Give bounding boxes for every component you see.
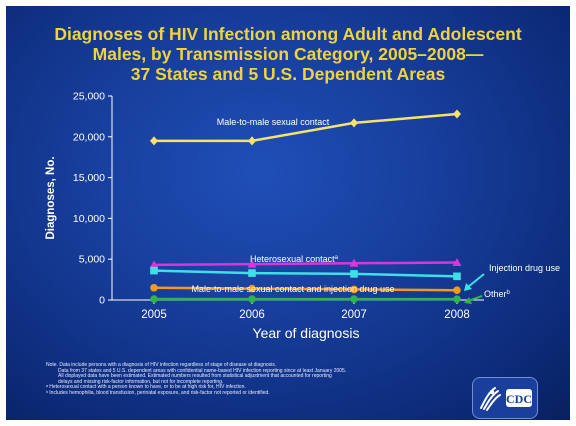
- hhs-eagle-icon: [480, 387, 501, 411]
- data-point-diamond: [248, 136, 256, 146]
- label-male-to-male-text: Male-to-male sexual contact: [217, 117, 330, 127]
- data-point-square: [248, 269, 256, 277]
- y-tick-label: 25,000: [73, 91, 105, 103]
- slide: Diagnoses of HIV Infection among Adult a…: [6, 6, 570, 420]
- x-tick-label: 2007: [341, 309, 367, 321]
- data-point-circle: [453, 286, 461, 295]
- y-tick-label: 5,000: [79, 254, 105, 266]
- idu-pointer-arrow: [467, 273, 485, 288]
- data-point-circle: [150, 295, 158, 303]
- series-injection-drug-use: [150, 266, 461, 281]
- footnote-note-3: All displayed data have been estimated. …: [58, 373, 332, 380]
- series-male-to-male-sexual-contact-and-injection-drug-use: [150, 283, 461, 295]
- data-point-square: [150, 266, 158, 275]
- series-male-to-male-sexual-contact: [150, 109, 461, 146]
- label-heterosexual-footnote-mark: a: [335, 255, 339, 261]
- series-other: [150, 295, 461, 303]
- y-tick-label: 15,000: [73, 172, 105, 184]
- x-tick-label: 2005: [141, 309, 167, 321]
- label-heterosexual: Heterosexual contacta: [250, 254, 339, 264]
- footnote-b: ᵇ Includes hemophilia, blood transfusion…: [46, 389, 270, 396]
- y-tick-label: 10,000: [73, 213, 105, 225]
- data-point-circle: [453, 295, 461, 303]
- title-line-1: Diagnoses of HIV Infection among Adult a…: [54, 24, 522, 44]
- footnote-note: Note. Data include persons with a diagno…: [46, 362, 277, 368]
- y-axis-label: Diagnoses, No.: [45, 156, 57, 239]
- data-point-triangle: [452, 257, 462, 266]
- line-chart: 0 5,000 10,000 15,000 20,000 25,000 2005 2006 20…: [45, 91, 560, 342]
- label-mtm-and-idu: Male-to-male sexual contact and injectio…: [191, 284, 394, 294]
- data-point-triangle: [349, 258, 359, 267]
- series-line: [153, 261, 458, 267]
- label-injection-drug-use-text: Injection drug use: [489, 263, 560, 273]
- series-line: [154, 112, 458, 143]
- data-point-circle: [248, 284, 256, 293]
- x-axis-label: Year of diagnosis: [253, 325, 360, 341]
- label-other-text: Other: [484, 289, 507, 299]
- label-injection-drug-use: Injection drug use: [489, 263, 560, 273]
- data-point-circle: [248, 295, 256, 303]
- footnote-a: ᵃ Heterosexual contact with a person kno…: [46, 384, 246, 391]
- data-point-diamond: [453, 109, 461, 119]
- data-point-circle: [350, 285, 358, 294]
- data-point-diamond: [350, 118, 358, 128]
- series-heterosexual-contact: [149, 257, 462, 269]
- other-pointer-arrowhead: [464, 297, 472, 304]
- footnotes: Note. Data include persons with a diagno…: [46, 362, 466, 397]
- data-point-circle: [350, 295, 358, 303]
- title-line-2: Males, by Transmission Category, 2005–20…: [92, 44, 484, 64]
- label-mtm-and-idu-text: Male-to-male sexual contact and injectio…: [191, 284, 394, 294]
- series-line: [153, 286, 458, 292]
- footnote-note-4: delays and missing risk-factor informati…: [58, 378, 224, 385]
- label-heterosexual-text: Heterosexual contact: [250, 254, 335, 264]
- label-other: Otherb: [484, 289, 511, 299]
- chart-title: Diagnoses of HIV Infection among Adult a…: [26, 24, 550, 84]
- title-line-3: 37 States and 5 U.S. Dependent Areas: [130, 64, 446, 84]
- footnote-note-2: Data from 37 states and 5 U.S. dependent…: [58, 367, 347, 374]
- label-layer: Male-to-male sexual contact Heterosexual …: [191, 117, 560, 304]
- data-point-triangle: [149, 260, 159, 269]
- data-point-square: [350, 270, 358, 278]
- cdc-logo: CDC: [472, 377, 538, 419]
- y-tick-label: 0: [99, 295, 105, 307]
- data-point-diamond: [150, 136, 158, 146]
- label-male-to-male: Male-to-male sexual contact: [217, 117, 330, 127]
- data-point-triangle: [247, 259, 257, 268]
- cdc-logo-text: CDC: [506, 392, 532, 406]
- chart-axes: 0 5,000 10,000 15,000 20,000 25,000 2005 2006 20…: [45, 91, 484, 341]
- idu-pointer-arrowhead: [464, 283, 472, 291]
- data-point-square: [453, 272, 461, 281]
- series-layer: [149, 109, 462, 303]
- x-tick-label: 2008: [444, 309, 470, 321]
- y-tick-label: 20,000: [73, 131, 105, 143]
- x-tick-label: 2006: [239, 309, 265, 321]
- label-other-footnote-mark: b: [507, 290, 511, 296]
- data-point-circle: [150, 283, 158, 292]
- series-line: [153, 269, 458, 278]
